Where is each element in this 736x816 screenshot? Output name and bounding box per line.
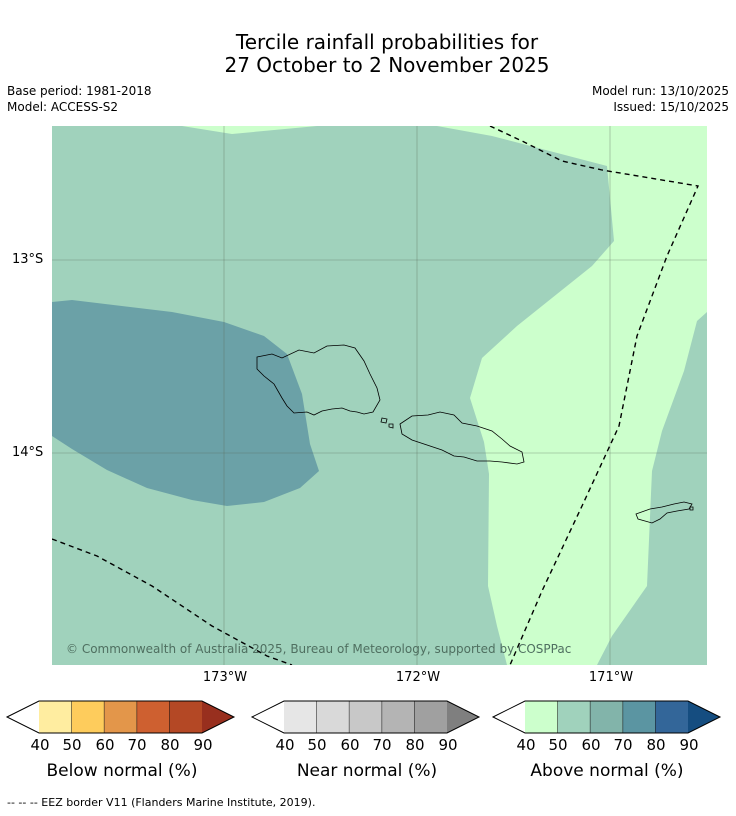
legend-above-normal [491,700,723,734]
legend-title-below: Below normal (%) [46,761,198,781]
model-run: Model run: 13/10/2025 [591,84,729,98]
legend-near-normal [250,700,482,734]
manono-islet [380,417,388,424]
tick: 40 [30,736,50,754]
legend-extension-low [252,701,284,733]
legend-outline [491,700,722,734]
upolu-island [399,411,525,465]
copyright-text: © Commonwealth of Australia 2025, Bureau… [66,642,571,656]
legend-swatch [525,701,558,733]
model-name: Model: ACCESS-S2 [7,100,119,114]
legend-outline [5,700,236,734]
lat-label-13s: 13°S [12,252,44,267]
tick: 60 [340,736,360,754]
tick: 70 [127,736,147,754]
tick: 70 [613,736,633,754]
legend-title-near: Near normal (%) [296,761,438,781]
legend-swatch [590,701,623,733]
legend-swatch [104,701,137,733]
legend-swatch [622,701,656,733]
lat-label-14s: 14°S [12,445,44,460]
legend-outline [250,700,481,734]
legend-swatch [316,701,350,733]
tutuila-island [635,501,693,524]
base-period: Base period: 1981-2018 [7,84,152,98]
legend-extension-low [7,701,39,733]
eez-border-northeast [489,126,700,665]
tick: 90 [438,736,458,754]
legend-below-normal [5,700,237,734]
title-line-1: Tercile rainfall probabilities for [235,30,539,54]
legend-extension-high [202,701,234,733]
apolima-islet [388,423,394,429]
tick: 40 [275,736,295,754]
legend-swatch [349,701,382,733]
savaii-island [256,344,381,416]
legend-swatch [414,701,447,733]
legend-extension-high [447,701,479,733]
legend-extension-low [493,701,525,733]
tick: 80 [405,736,425,754]
eez-footnote: -- -- -- EEZ border V11 (Flanders Marine… [7,796,316,809]
zone-above-50-60-east [597,312,707,665]
eez-border-southwest [52,538,293,665]
legend-bar-below [5,700,236,734]
legend-swatch [381,701,415,733]
legend-swatch [71,701,105,733]
map-svg: © Commonwealth of Australia 2025, Bureau… [52,126,707,665]
legend-swatch [655,701,688,733]
map-area: © Commonwealth of Australia 2025, Bureau… [52,126,707,665]
legend-extension-high [688,701,720,733]
tick: 50 [548,736,568,754]
tick: 50 [62,736,82,754]
tick: 50 [307,736,327,754]
tick: 80 [160,736,180,754]
map-title: Tercile rainfall probabilities for 27 Oc… [0,31,736,77]
issued-date: Issued: 15/10/2025 [613,100,729,114]
legend-swatch [557,701,591,733]
legend-swatch [284,701,317,733]
tick: 90 [193,736,213,754]
tick: 60 [95,736,115,754]
aunuu-islet [689,506,694,511]
lon-label-173w: 173°W [202,670,248,685]
zone-above-60-70 [52,300,319,506]
tick: 70 [372,736,392,754]
meta-left: Base period: 1981-2018 Model: ACCESS-S2 [7,83,152,115]
lon-label-171w: 171°W [588,670,634,685]
tick: 40 [516,736,536,754]
meta-right: Model run: 13/10/2025 Issued: 15/10/2025 [592,83,729,115]
title-line-2: 27 October to 2 November 2025 [224,53,550,77]
zone-above-50-60-main [52,126,614,665]
lon-label-172w: 172°W [395,670,441,685]
legend-bar-above [491,700,722,734]
tick: 90 [679,736,699,754]
legend-swatch [39,701,72,733]
tick: 80 [646,736,666,754]
legend-title-above: Above normal (%) [530,761,684,781]
tick: 60 [581,736,601,754]
legend-bar-near [250,700,481,734]
legend-swatch [169,701,202,733]
legend-swatch [136,701,170,733]
